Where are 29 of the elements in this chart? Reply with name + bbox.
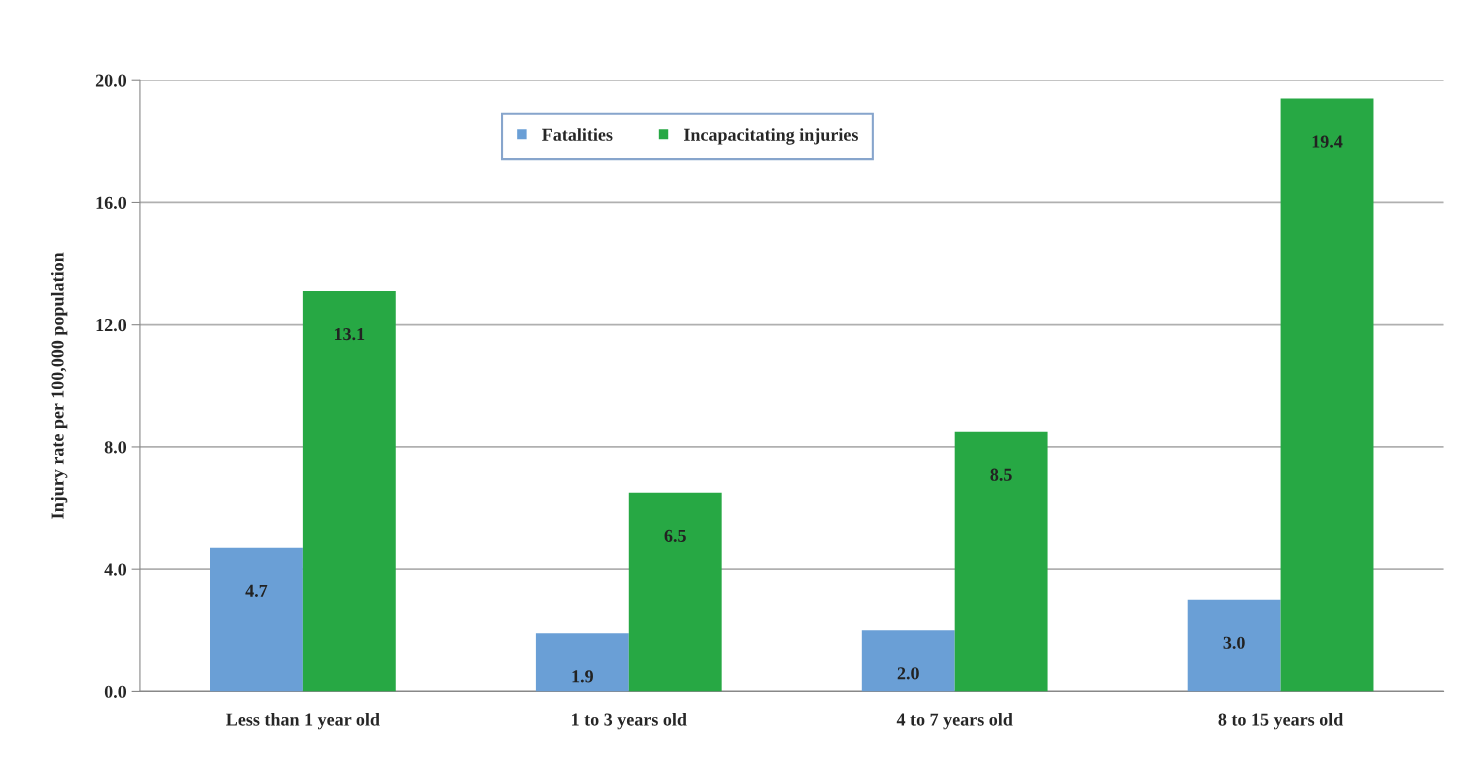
bar — [954, 431, 1048, 692]
bar — [1187, 599, 1281, 692]
y-axis-title: Injury rate per 100,000 population — [50, 252, 68, 519]
y-tick-label: 0.0 — [104, 685, 127, 698]
x-tick-label: 8 to 15 years old — [1218, 712, 1344, 730]
y-tick-label: 12.0 — [96, 318, 127, 332]
bar — [861, 630, 955, 692]
y-tick-label: 16.0 — [96, 196, 127, 209]
x-tick-label: 1 to 3 years old — [572, 712, 687, 730]
data-label: 19.4 — [1312, 135, 1343, 148]
data-label: 4.7 — [245, 584, 268, 597]
y-tick-label: 4.0 — [104, 563, 127, 576]
bar — [302, 291, 396, 692]
x-tick-label: Less than 1 year old — [226, 712, 380, 730]
data-label: 13.1 — [334, 328, 365, 341]
bar — [628, 492, 722, 692]
data-label: 2.0 — [897, 667, 919, 680]
y-tick-label: 8.0 — [104, 441, 127, 454]
x-tick-label: 4 to 7 years old — [896, 712, 1013, 730]
data-label: 1.9 — [572, 670, 593, 683]
data-label: 3.0 — [1223, 636, 1245, 649]
bar — [210, 547, 303, 692]
legend-label: Fatalities — [542, 128, 613, 141]
y-tick-label: 20.0 — [95, 74, 127, 87]
data-label: 8.5 — [990, 468, 1012, 481]
legend-label: Incapacitating injuries — [683, 128, 858, 145]
data-label: 6.5 — [664, 529, 686, 542]
bar — [535, 633, 629, 692]
bar — [1280, 98, 1374, 692]
